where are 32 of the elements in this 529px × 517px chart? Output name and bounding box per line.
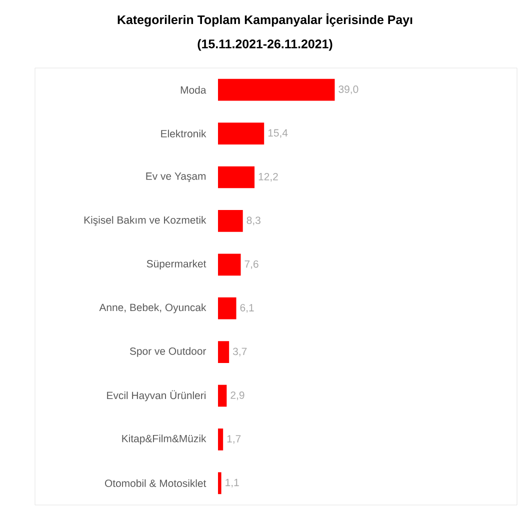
bar (218, 384, 227, 407)
bar (218, 341, 230, 363)
data-label: 1,7 (227, 435, 241, 444)
data-label: 8,3 (246, 216, 260, 226)
y-tick-label: Kişisel Bakım ve Kozmetik (84, 216, 206, 226)
data-label: 2,9 (230, 391, 244, 400)
chart-subtitle: (15.11.2021-26.11.2021) (198, 39, 332, 51)
data-label: 39,0 (338, 86, 358, 94)
bar (218, 297, 236, 320)
data-label: 1,1 (226, 478, 239, 488)
y-tick-label: Moda (180, 86, 206, 94)
y-tick-label: Elektronik (161, 130, 206, 138)
data-label: 15,4 (268, 129, 288, 138)
chart-title: Kategorilerin Toplam Kampanyalar İçerisinde Payı (118, 13, 412, 27)
bar (218, 428, 224, 450)
data-label: 3,7 (232, 348, 247, 356)
y-tick-label: Ev ve Yaşam (146, 172, 206, 182)
data-label: 7,6 (244, 260, 258, 269)
data-label: 6,1 (240, 304, 254, 313)
y-tick-label: Spor ve Outdoor (130, 347, 206, 357)
bar (218, 166, 255, 188)
bar (218, 254, 241, 276)
y-tick-label: Anne, Bebek, Oyuncak (99, 303, 206, 314)
bar (218, 210, 243, 232)
bar (218, 122, 264, 144)
bar (218, 472, 222, 494)
y-tick-label: Evcil Hayvan Ürünleri (107, 390, 206, 402)
bar (218, 78, 335, 101)
y-tick-label: Kitap&Film&Müzik (122, 434, 206, 444)
y-tick-label: Süpermarket (146, 260, 206, 270)
y-tick-label: Otomobil & Motosiklet (104, 479, 206, 488)
data-label: 12,2 (258, 172, 278, 182)
